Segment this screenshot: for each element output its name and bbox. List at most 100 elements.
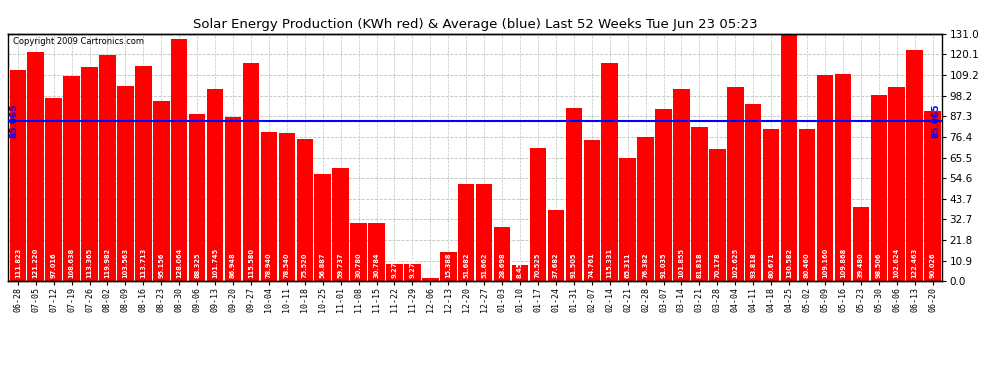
Text: 115.580: 115.580	[248, 248, 254, 278]
Bar	[835, 74, 851, 281]
Bar	[422, 278, 439, 281]
Text: Copyright 2009 Cartronics.com: Copyright 2009 Cartronics.com	[13, 38, 144, 46]
Text: 130.582: 130.582	[786, 248, 792, 278]
Bar	[476, 184, 492, 281]
Text: 28.698: 28.698	[499, 253, 505, 278]
Text: 91.505: 91.505	[571, 253, 577, 278]
Text: 30.780: 30.780	[355, 253, 361, 278]
Text: 85.065: 85.065	[932, 103, 940, 138]
Text: 111.823: 111.823	[15, 248, 21, 278]
Bar	[207, 89, 224, 281]
Bar	[171, 39, 187, 281]
Bar	[494, 227, 511, 281]
Text: 8.450: 8.450	[517, 258, 523, 278]
Bar	[727, 87, 743, 281]
Bar	[709, 148, 726, 281]
Bar	[638, 137, 653, 281]
Text: 98.506: 98.506	[876, 253, 882, 278]
Text: 76.382: 76.382	[643, 253, 648, 278]
Text: 121.220: 121.220	[33, 248, 39, 278]
Text: 88.325: 88.325	[194, 253, 200, 278]
Bar	[799, 129, 816, 281]
Text: 102.625: 102.625	[733, 248, 739, 278]
Text: 102.624: 102.624	[894, 248, 900, 278]
Bar	[243, 63, 259, 281]
Bar	[315, 174, 331, 281]
Bar	[907, 50, 923, 281]
Bar	[350, 223, 367, 281]
Text: 93.818: 93.818	[750, 253, 756, 278]
Text: 113.713: 113.713	[141, 248, 147, 278]
Text: 59.737: 59.737	[338, 253, 344, 278]
Text: 109.868: 109.868	[840, 248, 845, 278]
Bar	[673, 89, 690, 281]
Bar	[440, 252, 456, 281]
Text: 75.520: 75.520	[302, 253, 308, 278]
Text: 78.940: 78.940	[266, 253, 272, 278]
Bar	[10, 70, 26, 281]
Text: 15.388: 15.388	[446, 253, 451, 278]
Text: 30.784: 30.784	[373, 253, 379, 278]
Text: 115.331: 115.331	[607, 248, 613, 278]
Text: 81.818: 81.818	[696, 253, 703, 278]
Bar	[225, 117, 242, 281]
Bar	[512, 265, 529, 281]
Text: 74.761: 74.761	[589, 253, 595, 278]
Bar	[530, 148, 546, 281]
Bar	[655, 109, 672, 281]
Bar	[189, 114, 205, 281]
Text: 86.948: 86.948	[230, 253, 236, 278]
Text: 70.525: 70.525	[535, 253, 541, 278]
Text: 51.662: 51.662	[481, 253, 487, 278]
Bar	[888, 87, 905, 281]
Bar	[368, 223, 385, 281]
Bar	[386, 264, 403, 281]
Text: 108.638: 108.638	[68, 248, 74, 278]
Bar	[620, 158, 636, 281]
Text: 65.311: 65.311	[625, 253, 631, 278]
Bar	[333, 168, 348, 281]
Bar	[583, 140, 600, 281]
Bar	[547, 210, 564, 281]
Text: 101.745: 101.745	[212, 248, 218, 278]
Text: 56.887: 56.887	[320, 253, 326, 278]
Bar	[763, 129, 779, 281]
Bar	[602, 63, 618, 281]
Bar	[153, 102, 169, 281]
Bar	[297, 139, 313, 281]
Bar	[260, 132, 277, 281]
Title: Solar Energy Production (KWh red) & Average (blue) Last 52 Weeks Tue Jun 23 05:2: Solar Energy Production (KWh red) & Aver…	[193, 18, 757, 31]
Bar	[852, 207, 869, 281]
Text: 128.064: 128.064	[176, 248, 182, 278]
Bar	[817, 75, 834, 281]
Text: 70.178: 70.178	[715, 253, 721, 278]
Bar	[565, 108, 582, 281]
Text: 90.026: 90.026	[930, 253, 936, 278]
Bar	[870, 95, 887, 281]
Bar	[28, 52, 44, 281]
Bar	[81, 67, 98, 281]
Text: 39.480: 39.480	[858, 253, 864, 278]
Text: 37.682: 37.682	[553, 253, 559, 278]
Text: 91.035: 91.035	[660, 253, 666, 278]
Text: 109.160: 109.160	[822, 248, 828, 278]
Text: 122.463: 122.463	[912, 248, 918, 278]
Text: 85.065: 85.065	[10, 103, 19, 138]
Bar	[745, 104, 761, 281]
Text: 95.156: 95.156	[158, 253, 164, 278]
Bar	[691, 127, 708, 281]
Text: 51.682: 51.682	[463, 253, 469, 278]
Bar	[404, 264, 421, 281]
Bar	[117, 86, 134, 281]
Text: 113.365: 113.365	[86, 248, 92, 278]
Bar	[925, 111, 940, 281]
Bar	[46, 98, 62, 281]
Text: 103.563: 103.563	[123, 248, 129, 278]
Text: 97.016: 97.016	[50, 253, 56, 278]
Text: 119.982: 119.982	[105, 248, 111, 278]
Text: 80.460: 80.460	[804, 253, 810, 278]
Text: 9.272: 9.272	[391, 257, 397, 278]
Bar	[458, 184, 474, 281]
Bar	[135, 66, 151, 281]
Text: 78.540: 78.540	[284, 253, 290, 278]
